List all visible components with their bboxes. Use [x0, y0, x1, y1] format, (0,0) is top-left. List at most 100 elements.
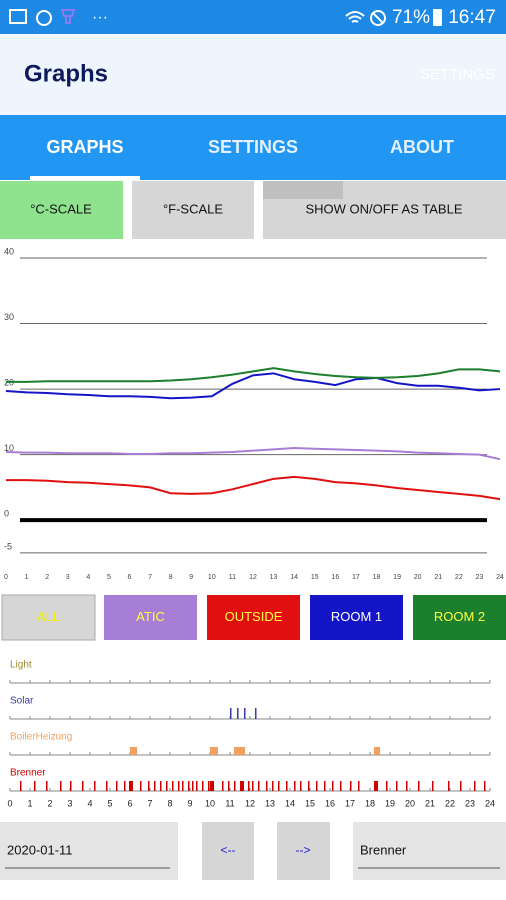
x-tick-label: 7 — [147, 798, 152, 808]
event-bar — [148, 781, 150, 791]
event-bar — [202, 781, 204, 791]
event-bar — [374, 781, 378, 791]
scale-button-label: °C-SCALE — [30, 201, 92, 216]
tab-label[interactable]: ABOUT — [390, 137, 454, 157]
x-tick-label: 18 — [365, 798, 375, 808]
x-tick-label: 19 — [385, 798, 395, 808]
x-tick-label: 0 — [4, 574, 8, 581]
app-bar — [0, 34, 506, 115]
row-label: Solar — [10, 696, 34, 707]
event-bar — [140, 781, 142, 791]
x-tick-label: 8 — [167, 798, 172, 808]
x-tick-label: 2 — [45, 574, 49, 581]
legend-button[interactable] — [207, 595, 300, 640]
legend-label: OUTSIDE — [225, 609, 283, 624]
event-bar — [240, 781, 244, 791]
scale-button-label: °F-SCALE — [163, 201, 223, 216]
x-tick-label: 23 — [476, 574, 484, 581]
x-tick-label: 8 — [169, 574, 173, 581]
event-bar — [222, 781, 224, 791]
prev-label: <-- — [221, 843, 236, 857]
legend-button[interactable] — [413, 595, 506, 640]
x-tick-label: 12 — [249, 574, 257, 581]
event-bar — [324, 781, 326, 791]
selector-field[interactable] — [353, 822, 506, 880]
event-bar — [474, 781, 476, 791]
event-bar — [130, 747, 137, 755]
event-bar — [278, 781, 280, 791]
x-tick-label: 17 — [352, 574, 360, 581]
event-bar — [94, 781, 96, 791]
event-bar — [210, 781, 214, 791]
event-bar — [124, 781, 126, 791]
event-bar — [70, 781, 72, 791]
event-bar — [129, 781, 133, 791]
x-tick-label: 13 — [265, 798, 275, 808]
x-tick-label: 22 — [455, 574, 463, 581]
x-tick-label: 12 — [245, 798, 255, 808]
x-tick-label: 0 — [7, 798, 12, 808]
event-bar — [234, 747, 245, 755]
x-tick-label: 4 — [87, 798, 92, 808]
event-bar — [286, 781, 288, 791]
x-tick-label: 9 — [187, 798, 192, 808]
y-tick-label: 10 — [4, 443, 14, 453]
event-bar — [432, 781, 434, 791]
event-bar — [316, 781, 318, 791]
tab-label[interactable]: SETTINGS — [208, 137, 298, 157]
x-tick-label: 13 — [270, 574, 278, 581]
date-text: 2020-01-11 — [7, 842, 73, 857]
app-bar-action[interactable]: SETTINGS — [420, 66, 495, 83]
x-tick-label: 21 — [425, 798, 435, 808]
y-tick-label: -5 — [4, 541, 12, 551]
x-tick-label: 3 — [67, 798, 72, 808]
event-bar — [248, 781, 250, 791]
event-bar — [166, 781, 168, 791]
all-button-label: ALL — [37, 609, 60, 624]
x-tick-label: 5 — [107, 574, 111, 581]
prev-button[interactable] — [202, 822, 254, 880]
dnd-slash — [372, 12, 384, 24]
battery-percent: 71% — [392, 7, 430, 28]
selector-text: Brenner — [360, 842, 407, 857]
event-bar — [154, 781, 156, 791]
next-button[interactable] — [277, 822, 330, 880]
event-bar — [116, 781, 118, 791]
date-field[interactable] — [0, 822, 178, 880]
all-button[interactable] — [1, 594, 96, 641]
x-tick-label: 6 — [128, 574, 132, 581]
wifi-icon — [345, 11, 365, 23]
tab-label[interactable]: GRAPHS — [46, 137, 123, 157]
event-bar — [192, 781, 194, 791]
event-bar — [252, 781, 254, 791]
x-tick-label: 18 — [373, 574, 381, 581]
event-bar — [20, 781, 22, 791]
y-tick-label: 0 — [4, 509, 9, 519]
legend-label: ROOM 2 — [434, 609, 485, 624]
event-bar — [406, 781, 408, 791]
celsius-button-bg[interactable] — [0, 181, 123, 239]
fahrenheit-button-bg[interactable] — [132, 181, 254, 239]
legend-button[interactable] — [104, 595, 197, 640]
event-bar — [300, 781, 302, 791]
x-tick-label: 5 — [107, 798, 112, 808]
table-button-shade — [263, 181, 343, 199]
event-bar — [272, 781, 274, 791]
event-bar — [60, 781, 62, 791]
battery-icon — [433, 9, 442, 26]
event-bar — [237, 708, 239, 719]
legend-label: ROOM 1 — [331, 609, 382, 624]
event-bar — [294, 781, 296, 791]
legend-button[interactable] — [310, 595, 403, 640]
x-tick-label: 9 — [189, 574, 193, 581]
more-icon: ··· — [92, 9, 108, 26]
x-tick-label: 1 — [27, 798, 32, 808]
app-title: Graphs — [24, 60, 108, 87]
x-tick-label: 4 — [86, 574, 90, 581]
event-bar — [396, 781, 398, 791]
event-bar — [160, 781, 162, 791]
app-icon — [60, 9, 76, 24]
event-bar — [244, 708, 246, 719]
event-bar — [178, 781, 180, 791]
tab-bar — [0, 115, 506, 180]
